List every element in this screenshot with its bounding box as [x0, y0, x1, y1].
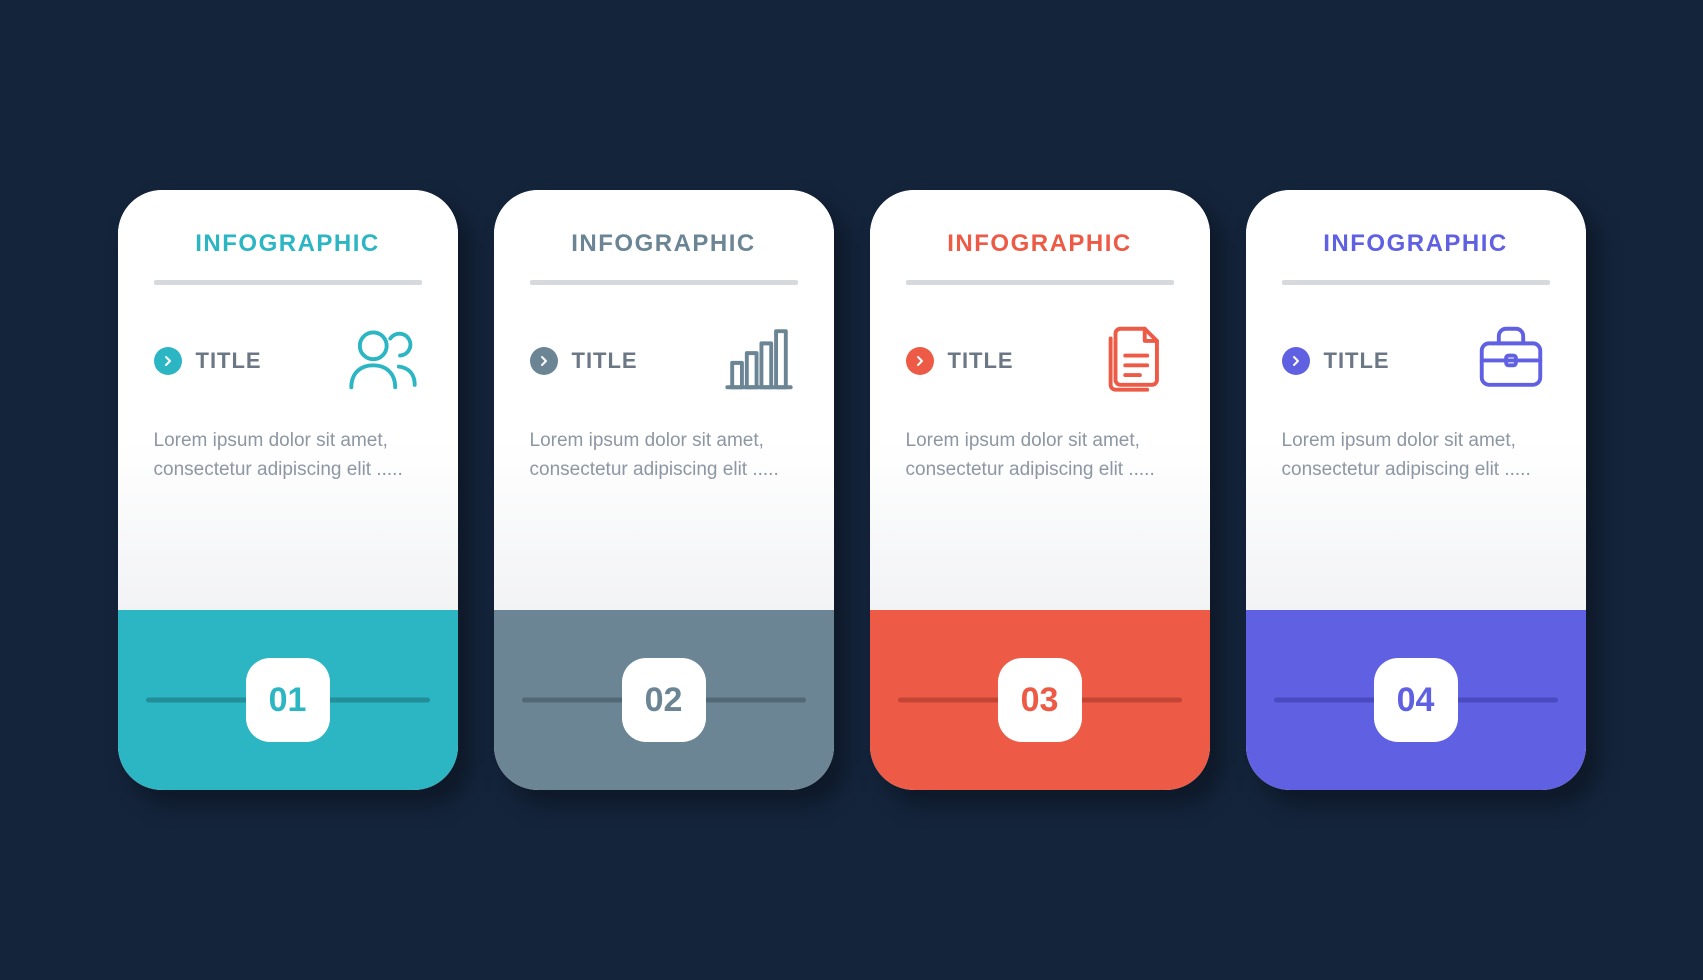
info-card-1: INFOGRAPHIC TITLE	[118, 190, 458, 790]
card-top: INFOGRAPHIC TITLE	[118, 190, 458, 610]
card-body: Lorem ipsum dolor sit amet, consectetur …	[906, 426, 1174, 485]
step-number: 01	[269, 681, 307, 720]
title-left: TITLE	[530, 347, 638, 375]
chevron-right-icon	[906, 347, 934, 375]
step-number-badge: 01	[246, 658, 330, 742]
title-row: TITLE	[906, 319, 1174, 402]
chevron-right-icon	[1282, 347, 1310, 375]
divider	[530, 280, 798, 285]
chevron-right-icon	[154, 347, 182, 375]
card-title: TITLE	[1324, 348, 1390, 374]
infographic-stage: INFOGRAPHIC TITLE	[0, 0, 1703, 980]
card-body: Lorem ipsum dolor sit amet, consectetur …	[530, 426, 798, 485]
card-heading: INFOGRAPHIC	[154, 230, 422, 258]
info-card-3: INFOGRAPHIC TITLE	[870, 190, 1210, 790]
card-top: INFOGRAPHIC TITLE	[494, 190, 834, 610]
card-title: TITLE	[572, 348, 638, 374]
card-footer: 04	[1246, 610, 1586, 790]
step-number: 04	[1397, 681, 1435, 720]
title-row: TITLE	[530, 319, 798, 402]
divider	[906, 280, 1174, 285]
card-heading: INFOGRAPHIC	[1282, 230, 1550, 258]
chevron-right-icon	[530, 347, 558, 375]
card-title: TITLE	[196, 348, 262, 374]
card-top: INFOGRAPHIC TITLE	[1246, 190, 1586, 610]
step-number: 03	[1021, 681, 1059, 720]
title-left: TITLE	[906, 347, 1014, 375]
card-footer: 02	[494, 610, 834, 790]
info-card-4: INFOGRAPHIC TITLE	[1246, 190, 1586, 790]
divider	[154, 280, 422, 285]
card-footer: 03	[870, 610, 1210, 790]
briefcase-icon	[1472, 319, 1550, 402]
bar-chart-icon	[720, 319, 798, 402]
step-number-badge: 02	[622, 658, 706, 742]
documents-icon	[1096, 319, 1174, 402]
card-body: Lorem ipsum dolor sit amet, consectetur …	[154, 426, 422, 485]
card-top: INFOGRAPHIC TITLE	[870, 190, 1210, 610]
card-footer: 01	[118, 610, 458, 790]
title-row: TITLE	[154, 319, 422, 402]
step-number-badge: 03	[998, 658, 1082, 742]
title-left: TITLE	[154, 347, 262, 375]
card-body: Lorem ipsum dolor sit amet, consectetur …	[1282, 426, 1550, 485]
title-left: TITLE	[1282, 347, 1390, 375]
card-heading: INFOGRAPHIC	[906, 230, 1174, 258]
title-row: TITLE	[1282, 319, 1550, 402]
info-card-2: INFOGRAPHIC TITLE	[494, 190, 834, 790]
divider	[1282, 280, 1550, 285]
people-icon	[344, 319, 422, 402]
card-heading: INFOGRAPHIC	[530, 230, 798, 258]
step-number-badge: 04	[1374, 658, 1458, 742]
card-title: TITLE	[948, 348, 1014, 374]
step-number: 02	[645, 681, 683, 720]
